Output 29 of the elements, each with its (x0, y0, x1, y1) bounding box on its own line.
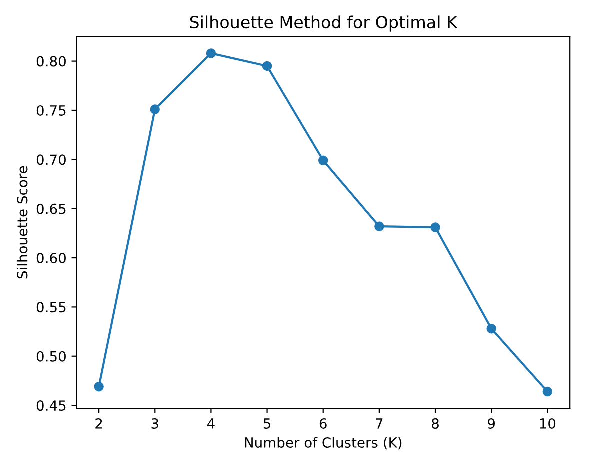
point (150, 104, 160, 114)
x-tick-label: 5 (264, 418, 270, 429)
x-tick-label: 2 (96, 418, 102, 429)
x-tick-label: 7 (376, 418, 383, 429)
point (94, 382, 104, 392)
y-tick-label: 0.60 (36, 252, 66, 264)
x-tick-label: 3 (152, 418, 158, 429)
y-tick-label: 0.70 (36, 154, 66, 166)
y-tick-label: 0.55 (36, 302, 66, 313)
y-tick-label: 0.75 (36, 105, 66, 116)
point (318, 156, 328, 166)
x-tick-label: 4 (207, 418, 215, 429)
point (430, 222, 440, 232)
x-tick-label: 9 (488, 418, 496, 429)
x-tick-label: 6 (320, 418, 327, 429)
y-axis-title: Silhouette Score (16, 166, 28, 279)
x-axis-title: Number of Clusters (K) (245, 437, 402, 450)
x-tick-label: 10 (540, 418, 556, 429)
y-tick-label: 0.65 (36, 204, 66, 214)
point (542, 386, 553, 397)
y-tick-label: 0.50 (36, 351, 66, 362)
y-tick-label: 0.45 (36, 400, 66, 412)
point (374, 222, 384, 232)
point (206, 48, 216, 58)
x-tick-label: 8 (432, 418, 439, 429)
y-tick-label: 0.80 (36, 56, 66, 67)
point (262, 61, 272, 72)
point (486, 324, 496, 334)
chart-title: Silhouette Method for Optimal K (190, 16, 458, 32)
